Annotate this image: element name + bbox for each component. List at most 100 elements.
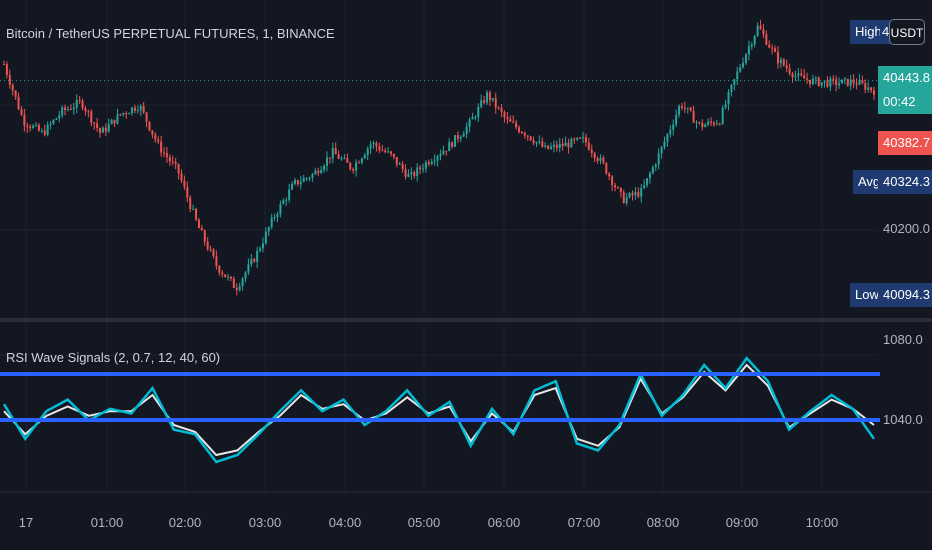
candle-body — [742, 62, 745, 68]
candle-body — [707, 121, 710, 125]
candle-body — [619, 187, 622, 193]
candle-body — [224, 274, 227, 278]
candle-body — [657, 153, 660, 165]
candle-body — [107, 124, 110, 132]
candle-body — [163, 152, 166, 154]
candle-body — [794, 75, 797, 78]
candle-body — [128, 113, 131, 115]
candle-body — [672, 124, 675, 130]
candle-body — [273, 217, 276, 219]
candle-body — [518, 127, 521, 133]
avg-label: Avg — [853, 170, 880, 194]
candle-body — [142, 106, 145, 113]
candle-body — [611, 176, 614, 186]
candle-body — [544, 145, 547, 147]
candle-body — [261, 243, 264, 249]
candle-body — [247, 264, 250, 273]
candle-body — [564, 142, 567, 147]
candle-body — [148, 121, 151, 131]
candle-body — [215, 256, 218, 267]
candle-body — [634, 191, 637, 196]
candle-body — [774, 48, 777, 52]
candle-body — [625, 197, 628, 204]
candle-body — [381, 150, 384, 152]
candle-body — [410, 172, 413, 175]
time-axis-label: 04:00 — [329, 515, 362, 530]
candle-body — [154, 134, 157, 140]
candle-body — [622, 192, 625, 204]
candle-body — [421, 168, 424, 170]
candle-body — [49, 123, 52, 125]
candle-body — [305, 178, 308, 180]
candle-body — [424, 162, 427, 169]
candle-body — [803, 75, 806, 79]
candle-body — [387, 151, 390, 153]
candle-body — [299, 181, 302, 185]
candle-body — [104, 127, 107, 132]
candle-body — [721, 107, 724, 124]
candle-body — [404, 169, 407, 177]
candle-body — [389, 151, 392, 154]
candle-body — [846, 78, 849, 86]
time-axis-label: 07:00 — [568, 515, 601, 530]
candle-body — [366, 148, 369, 155]
candle-body — [616, 187, 619, 189]
candle-body — [465, 126, 468, 134]
candle-body — [791, 73, 794, 78]
candle-body — [270, 217, 273, 228]
candle-body — [151, 130, 154, 135]
candle-body — [509, 119, 512, 122]
candle-body — [61, 107, 64, 116]
candle-body — [67, 108, 70, 110]
candle-body — [785, 65, 788, 69]
time-axis-label: 06:00 — [488, 515, 521, 530]
candle-body — [189, 197, 192, 210]
candle-body — [177, 163, 180, 174]
candle-body — [829, 78, 832, 87]
candle-body — [867, 87, 870, 90]
candle-body — [360, 158, 363, 163]
current-price-tag: 40443.8 — [878, 66, 932, 90]
candle-body — [835, 79, 838, 86]
candle-body — [101, 127, 104, 133]
candle-body — [17, 96, 20, 110]
time-axis-label: 01:00 — [91, 515, 124, 530]
candle-body — [320, 169, 323, 174]
candle-body — [23, 114, 26, 126]
candle-body — [855, 83, 858, 85]
candle-body — [579, 137, 582, 139]
candle-body — [264, 231, 267, 244]
candle-body — [451, 142, 454, 147]
candle-body — [317, 170, 320, 174]
candle-body — [701, 122, 704, 128]
candle-body — [87, 111, 90, 113]
time-axis-label: 02:00 — [169, 515, 202, 530]
candle-body — [337, 154, 340, 159]
currency-unit-button[interactable]: USDT — [889, 19, 925, 45]
candle-body — [550, 146, 553, 149]
candle-body — [331, 148, 334, 159]
candle-body — [229, 276, 232, 279]
candle-body — [122, 113, 125, 115]
candle-body — [596, 158, 599, 161]
candle-body — [614, 185, 617, 188]
candle-body — [712, 122, 715, 125]
candle-body — [221, 272, 224, 275]
candle-body — [407, 174, 410, 177]
candle-body — [523, 133, 526, 136]
candle-body — [372, 142, 375, 145]
candle-body — [288, 189, 291, 200]
candle-body — [459, 136, 462, 139]
candle-body — [197, 219, 200, 229]
candle-body — [296, 180, 299, 185]
candle-body — [468, 119, 471, 127]
candle-body — [180, 173, 183, 181]
candle-body — [873, 90, 875, 95]
candle-body — [259, 248, 262, 251]
candle-body — [375, 142, 378, 147]
candle-body — [195, 208, 198, 220]
candle-body — [349, 162, 352, 169]
candle-body — [602, 157, 605, 163]
